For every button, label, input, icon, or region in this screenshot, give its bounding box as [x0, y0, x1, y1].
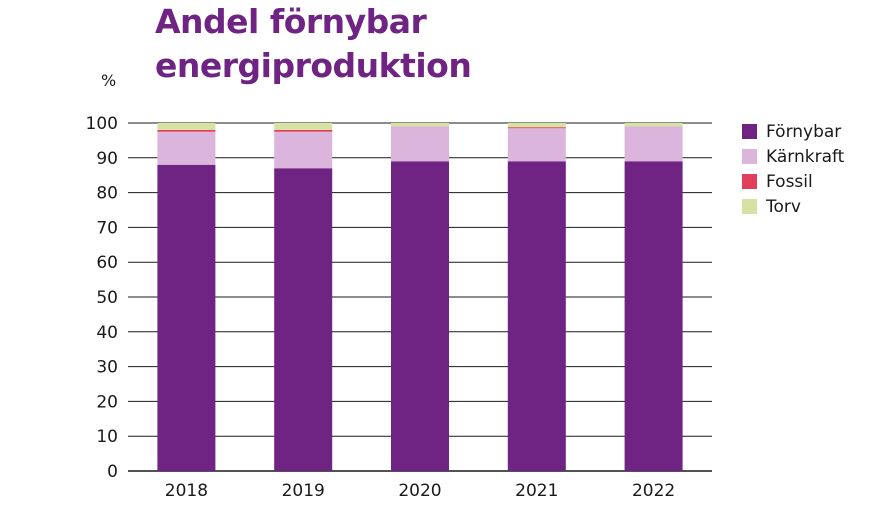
y-tick-label: 80: [96, 184, 118, 204]
y-axis-label: %: [101, 71, 116, 90]
chart-legend: Förnybar Kärnkraft Fossil Torv: [742, 119, 844, 219]
y-tick-label: 60: [96, 253, 118, 273]
bar-segment: [507, 128, 566, 162]
chart-title-line-2: energiproduktion: [155, 46, 472, 85]
legend-item: Förnybar: [742, 119, 844, 144]
y-tick-label: 30: [96, 358, 118, 378]
legend-swatch: [742, 199, 757, 214]
bar-segment: [157, 131, 216, 165]
bar-segment: [624, 126, 683, 162]
legend-label: Fossil: [766, 171, 813, 192]
chart-title: Andel förnybar energiproduktion: [155, 0, 472, 88]
y-tick-label: 90: [96, 149, 118, 169]
y-tick-label: 50: [96, 288, 118, 308]
y-tick-label: 40: [96, 323, 118, 343]
legend-item: Kärnkraft: [742, 144, 844, 169]
legend-swatch: [742, 124, 757, 139]
bar-segment: [624, 161, 683, 471]
legend-item: Torv: [742, 194, 844, 219]
legend-label: Förnybar: [766, 121, 842, 142]
x-tick-label: 2021: [515, 481, 558, 501]
x-tick-label: 2019: [282, 481, 325, 501]
bar-segment: [391, 161, 449, 471]
x-tick-label: 2018: [165, 481, 208, 501]
bar-segment: [507, 127, 566, 129]
legend-item: Fossil: [742, 169, 844, 194]
bar-segment: [157, 123, 216, 130]
legend-label: Torv: [766, 196, 801, 217]
bar-segment: [274, 131, 333, 169]
y-tick-label: 20: [96, 392, 118, 412]
bar-segment: [391, 123, 449, 127]
chart-title-line-1: Andel förnybar: [155, 2, 427, 41]
bar-segment: [391, 126, 449, 162]
x-tick-label: 2020: [398, 481, 441, 501]
bar-segment: [157, 164, 216, 471]
bar-segment: [157, 129, 216, 132]
bar-segment: [274, 168, 333, 472]
y-tick-label: 100: [86, 114, 118, 134]
x-tick-label: 2022: [632, 481, 675, 501]
legend-swatch: [742, 149, 757, 164]
bar-segment: [507, 161, 566, 471]
bar-segment: [274, 123, 333, 130]
bar-segment: [507, 123, 566, 128]
bar-segment: [274, 129, 333, 132]
legend-label: Kärnkraft: [766, 146, 845, 167]
y-tick-label: 0: [107, 462, 118, 482]
y-tick-label: 10: [96, 427, 118, 447]
bar-segment: [624, 123, 683, 127]
legend-swatch: [742, 174, 757, 189]
y-tick-label: 70: [96, 218, 118, 238]
